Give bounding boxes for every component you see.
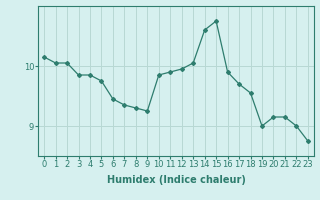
X-axis label: Humidex (Indice chaleur): Humidex (Indice chaleur) (107, 175, 245, 185)
